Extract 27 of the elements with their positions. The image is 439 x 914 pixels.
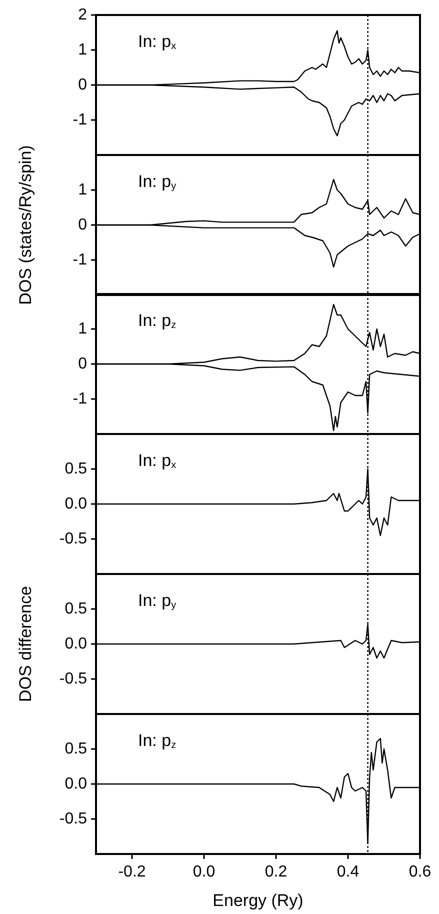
y-tick-label: 1 [78,42,88,58]
y-tick-label: 0.5 [64,600,88,618]
x-tick-label: -0.2 [118,863,146,880]
y-tick-label: 0 [78,356,88,373]
y-tick-label: 0.0 [64,635,88,652]
y-tick-label: 0.0 [64,496,88,513]
x-tick-label: 0.0 [192,863,216,880]
x-tick-label: 0.6 [408,863,432,880]
y-tick-label: 1 [78,320,88,338]
x-tick-label: 0.4 [336,863,360,880]
y-tick-label: -0.5 [59,810,88,827]
y-tick-label: 0 [78,216,88,234]
y-tick-label: -1 [72,390,88,408]
y-tick-label: -1 [72,112,88,128]
y-tick-label: 1 [78,181,88,198]
y-tick-label: 0 [78,76,88,94]
y-axis-title: DOS (states/Ry/spin) [16,144,35,305]
x-axis-title: Energy (Ry) [212,890,304,910]
y-axis-title: DOS difference [16,586,35,702]
y-tick-label: -0.5 [59,670,88,688]
y-tick-label: 0.5 [64,740,88,757]
y-tick-label: -0.5 [59,530,88,548]
y-tick-label: 2 [78,6,88,24]
y-tick-label: -1 [72,251,88,268]
x-tick-label: 0.2 [264,863,288,880]
y-tick-label: 0.5 [64,460,88,478]
y-tick-label: 0.0 [64,775,88,792]
